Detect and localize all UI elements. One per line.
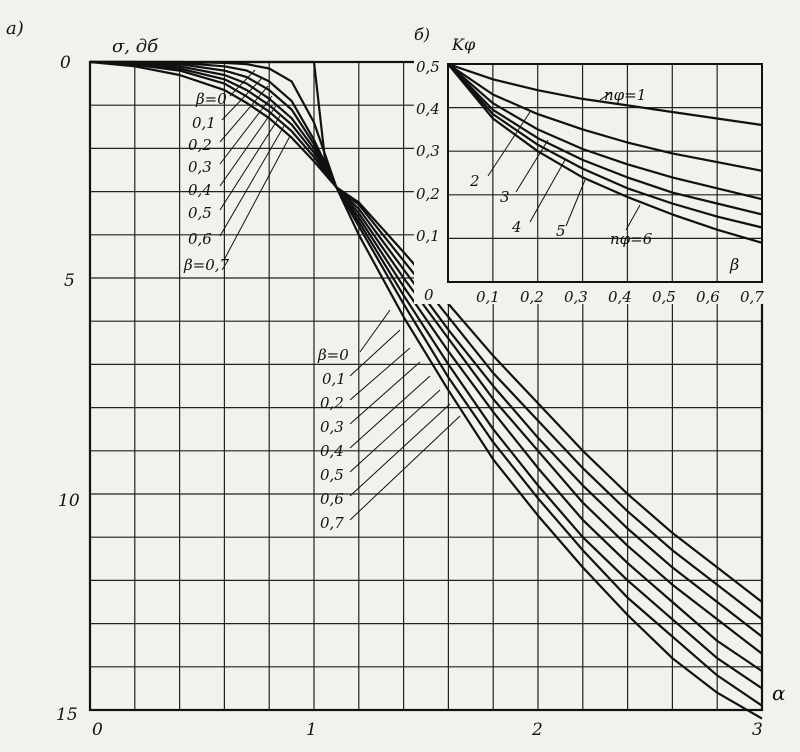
main-label-leader-line	[349, 375, 431, 449]
inset-series-label: nφ=1	[604, 86, 646, 104]
main-beta-label-left: 0,6	[188, 230, 212, 248]
main-beta-label-left: 0,2	[188, 136, 212, 154]
main-x-axis-title: α	[772, 681, 786, 705]
main-label-leader-line	[221, 77, 263, 121]
inset-y-tick-label: 0,3	[416, 142, 440, 160]
main-label-leader-line	[223, 135, 291, 261]
inset-series-line	[447, 63, 763, 201]
inset-x-tick-label: 0,2	[520, 288, 544, 306]
main-label-leader-line	[219, 85, 269, 143]
main-label-leader-line	[219, 105, 277, 187]
main-label-leader-line	[349, 403, 451, 497]
main-beta-label-left: 0,1	[192, 114, 216, 132]
main-beta-label-right: β=0	[317, 346, 349, 364]
main-y-tick-label: 5	[64, 271, 75, 291]
inset-panel-label: б)	[414, 25, 430, 44]
inset-label-leader-line	[565, 179, 586, 227]
main-beta-label-right: 0,5	[320, 466, 344, 484]
main-label-leader-line	[349, 347, 411, 401]
main-label-leader-line	[349, 389, 441, 473]
main-beta-label-right: 0,7	[320, 514, 344, 532]
inset-y-tick-label: 0,2	[416, 185, 440, 203]
main-y-axis-title: σ, дб	[112, 36, 159, 57]
main-x-tick-label: 1	[306, 720, 317, 740]
main-label-leader-line	[229, 69, 256, 97]
main-x-tick-label: 2	[531, 720, 543, 740]
main-y-tick-label: 0	[60, 53, 71, 73]
main-series-line	[90, 60, 763, 707]
inset-x-tick-label: 0,4	[608, 288, 632, 306]
inset-series-line	[447, 63, 763, 244]
main-label-leader-line	[219, 115, 281, 211]
inset-x-tick-label: 0,1	[476, 288, 500, 306]
inset-x-tick-label: 0,5	[652, 288, 676, 306]
inset-y-tick-label: 0,4	[416, 100, 440, 118]
main-series-line	[90, 60, 763, 690]
main-label-leader-line	[349, 415, 461, 521]
inset-x-tick-label: 0,6	[696, 288, 720, 306]
inset-label-leader-line	[599, 91, 613, 101]
main-x-tick-label: 3	[752, 720, 763, 740]
main-beta-label-right: 0,4	[320, 442, 344, 460]
inset-x-tick-label: 0,3	[564, 288, 588, 306]
main-series-line	[89, 60, 763, 673]
inset-series-label: nφ=6	[610, 230, 653, 248]
main-beta-label-left: β=0	[195, 90, 227, 108]
inset-x-tick-label: 0,7	[740, 288, 764, 306]
inset-label-leader-line	[515, 139, 549, 193]
inset-series-label: 2	[469, 172, 480, 190]
inset-label-leader-line	[487, 111, 531, 177]
main-series-line	[89, 60, 763, 638]
main-label-leader-line	[359, 309, 391, 353]
inset-y-axis-title: Kφ	[451, 35, 476, 54]
main-label-leader-line	[219, 125, 285, 237]
inset-plot-frame	[447, 63, 763, 283]
main-beta-label-left: 0,4	[188, 181, 212, 199]
inset-series-label: 5	[556, 222, 566, 240]
main-label-leader-line	[349, 361, 421, 425]
main-y-tick-label: 10	[58, 491, 80, 511]
inset-series-line	[447, 63, 763, 216]
inset-y-tick-label: 0,5	[416, 58, 440, 76]
inset-series-label: 4	[511, 218, 522, 236]
main-y-tick-label: 15	[56, 705, 78, 725]
main-beta-label-left: 0,5	[188, 204, 212, 222]
main-beta-label-right: 0,3	[320, 418, 344, 436]
main-x-tick-label: 0	[92, 720, 103, 740]
main-beta-label-left: 0,3	[188, 158, 212, 176]
main-label-leader-line	[349, 329, 401, 377]
inset-series-line	[447, 63, 763, 172]
inset-x-tick-label: 0	[424, 286, 434, 304]
main-series-line	[89, 60, 763, 603]
inset-background	[414, 24, 766, 304]
main-beta-label-right: 0,1	[322, 370, 346, 388]
inset-label-leader-line	[625, 204, 641, 231]
inset-series-label: 3	[500, 188, 510, 206]
inset-x-axis-title: β	[729, 255, 739, 274]
main-series-line	[89, 60, 763, 655]
inset-y-tick-label: 0,1	[416, 227, 440, 245]
main-label-leader-line	[219, 95, 273, 165]
inset-series-line	[447, 63, 763, 229]
main-beta-label-right: 0,6	[320, 490, 344, 508]
main-panel-label: а)	[6, 18, 24, 39]
inset-label-leader-line	[529, 159, 566, 223]
main-series-line	[90, 60, 763, 720]
main-series-line	[89, 60, 763, 621]
main-beta-label-left: β=0,7	[183, 256, 230, 274]
inset-series-line	[447, 62, 763, 127]
main-beta-label-right: 0,2	[320, 394, 344, 412]
